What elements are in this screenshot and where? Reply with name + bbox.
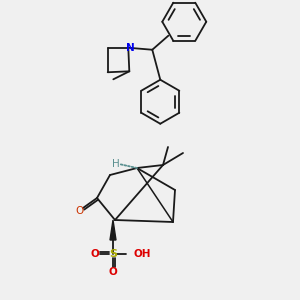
Text: S: S [109,249,117,259]
Text: N: N [126,43,135,53]
Text: O: O [75,206,83,216]
Text: OH: OH [133,249,151,259]
Text: H: H [112,159,120,169]
Polygon shape [110,220,116,240]
Text: O: O [91,249,99,259]
Text: O: O [109,267,117,277]
